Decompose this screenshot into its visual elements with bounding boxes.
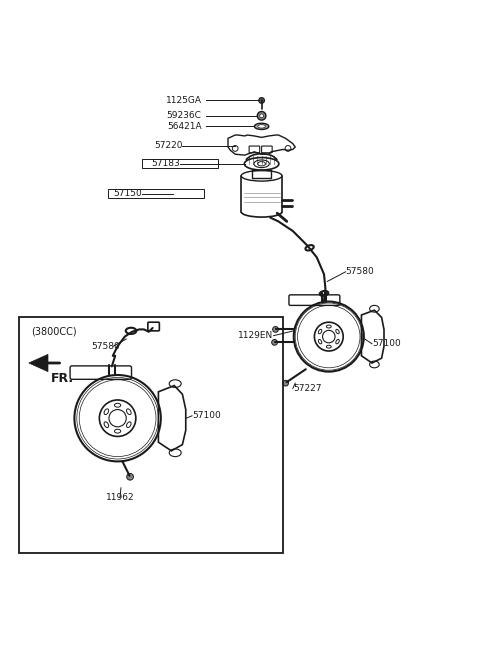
- Text: 57220: 57220: [154, 141, 182, 150]
- Text: (3800CC): (3800CC): [31, 327, 77, 337]
- Text: 57227: 57227: [293, 384, 321, 393]
- Text: 11962: 11962: [106, 493, 134, 502]
- Text: 57100: 57100: [372, 339, 401, 349]
- Text: FR.: FR.: [50, 371, 73, 385]
- Text: 57183: 57183: [151, 160, 180, 168]
- Text: 57580: 57580: [91, 341, 120, 351]
- Circle shape: [260, 114, 264, 118]
- Circle shape: [257, 111, 266, 120]
- Text: 59236C: 59236C: [167, 111, 202, 120]
- Circle shape: [283, 380, 288, 386]
- Circle shape: [259, 97, 264, 103]
- Ellipse shape: [258, 125, 265, 128]
- Ellipse shape: [254, 123, 269, 129]
- Text: 1129EN: 1129EN: [239, 331, 274, 340]
- Bar: [19, 317, 283, 553]
- Text: 56421A: 56421A: [167, 122, 202, 131]
- Text: 57150: 57150: [113, 189, 142, 198]
- Circle shape: [273, 326, 278, 332]
- Text: 1125GA: 1125GA: [166, 96, 202, 105]
- Text: 57100: 57100: [192, 411, 221, 421]
- Polygon shape: [29, 354, 48, 371]
- Text: 57580: 57580: [346, 267, 374, 276]
- Circle shape: [272, 339, 277, 345]
- Circle shape: [127, 473, 133, 480]
